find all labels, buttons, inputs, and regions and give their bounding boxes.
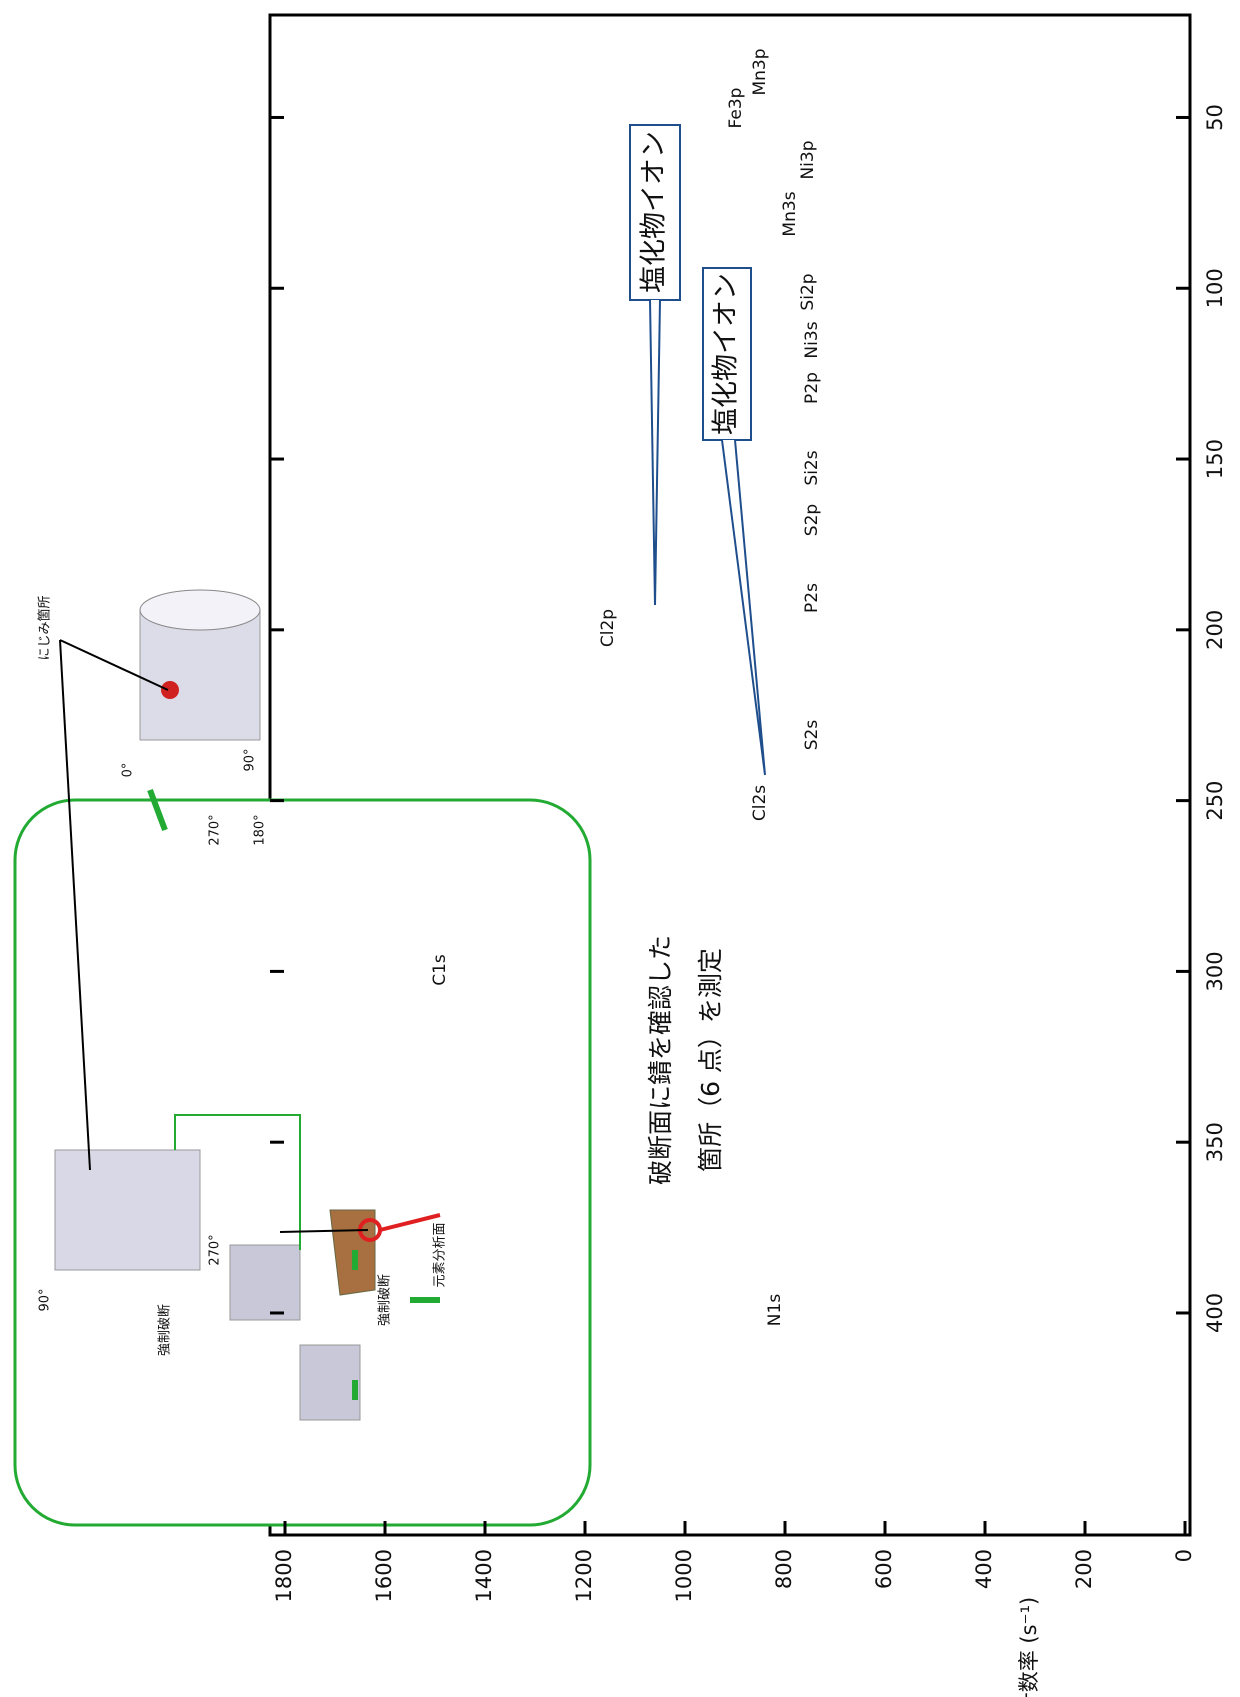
inset-label: 強制破断 bbox=[158, 1304, 173, 1356]
peak-label: S2p bbox=[802, 504, 822, 536]
x-tick-label: 400 bbox=[1203, 1293, 1227, 1333]
inset-label: 0° bbox=[121, 763, 136, 778]
y-axis-label: 計数率 (s⁻¹) bbox=[1017, 1597, 1041, 1697]
x-tick-label: 100 bbox=[1203, 268, 1227, 308]
note-text: 箇所（6 点）を測定 bbox=[696, 948, 725, 1172]
y-tick-label: 800 bbox=[772, 1549, 796, 1589]
y-tick-label: 0 bbox=[1172, 1549, 1196, 1562]
peak-label: S2s bbox=[802, 720, 822, 751]
y-tick-label: 1800 bbox=[272, 1549, 296, 1602]
peak-label: C1s bbox=[430, 954, 450, 986]
inset-label: 90° bbox=[243, 748, 258, 771]
callout-text: 塩化物イオン bbox=[639, 131, 670, 293]
peak-label: Cl2s bbox=[750, 785, 770, 821]
peak-label: Fe3p bbox=[726, 88, 746, 129]
peak-label: Ni3s bbox=[802, 321, 822, 358]
callout-text: 塩化物イオン bbox=[711, 273, 742, 435]
y-tick-label: 600 bbox=[872, 1549, 896, 1589]
peak-label: Mn3s bbox=[780, 191, 800, 236]
x-tick-label: 250 bbox=[1203, 781, 1227, 821]
inset-label: 270° bbox=[208, 1234, 223, 1265]
peak-label: P2p bbox=[802, 372, 822, 404]
inset-label: 270° bbox=[208, 814, 223, 845]
peak-label: N1s bbox=[765, 1294, 785, 1327]
x-tick-label: 150 bbox=[1203, 439, 1227, 479]
callout-pointer bbox=[650, 300, 660, 605]
y-tick-label: 1200 bbox=[572, 1549, 596, 1602]
peak-label: Mn3p bbox=[750, 48, 770, 95]
y-tick-label: 200 bbox=[1072, 1549, 1096, 1589]
peak-label: Si2s bbox=[802, 450, 822, 485]
x-tick-label: 200 bbox=[1203, 610, 1227, 650]
x-tick-label: 50 bbox=[1203, 104, 1227, 131]
peak-label: Cl2p bbox=[598, 609, 618, 647]
peak-label: P2s bbox=[802, 583, 822, 613]
inset-label: にじみ箇所 bbox=[37, 595, 53, 660]
inset-label: 180° bbox=[253, 814, 268, 845]
y-tick-label: 1400 bbox=[472, 1549, 496, 1602]
inset-label: 元素分析面 bbox=[433, 1222, 448, 1287]
inset-label: 強制破断 bbox=[378, 1274, 393, 1326]
chart: 50 100 150 200 250 300 350 400 0 200 400 600 800 1000… bbox=[0, 0, 1240, 1697]
x-tick-label: 350 bbox=[1203, 1122, 1227, 1162]
x-tick-label: 300 bbox=[1203, 951, 1227, 991]
peak-label: Ni3p bbox=[798, 140, 818, 179]
callout-pointer bbox=[722, 440, 765, 775]
note-text: 破断面に錆を確認した bbox=[646, 935, 675, 1185]
y-tick-label: 400 bbox=[972, 1549, 996, 1589]
y-tick-label: 1600 bbox=[372, 1549, 396, 1602]
inset-label: 90° bbox=[38, 1288, 53, 1311]
y-tick-label: 1000 bbox=[672, 1549, 696, 1602]
peak-label: Si2p bbox=[798, 273, 818, 310]
